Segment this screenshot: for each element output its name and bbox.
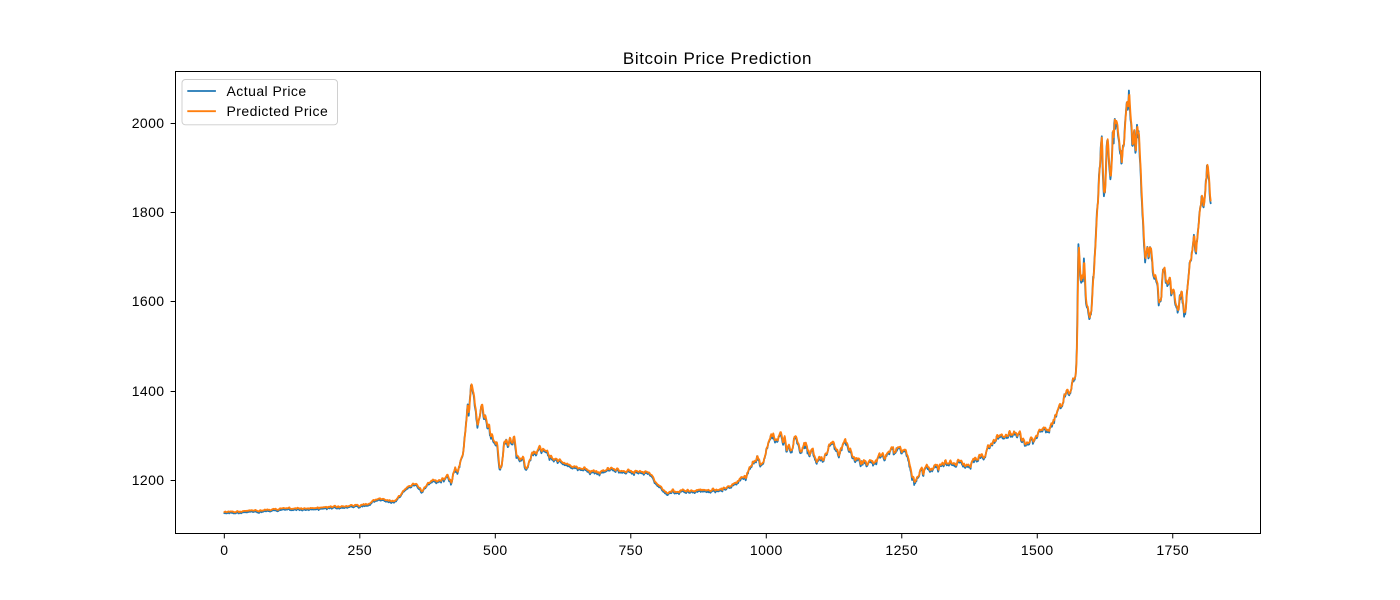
svg-text:1200: 1200 xyxy=(132,472,165,488)
svg-text:1500: 1500 xyxy=(1021,542,1054,558)
svg-text:1250: 1250 xyxy=(885,542,918,558)
svg-text:1750: 1750 xyxy=(1156,542,1189,558)
svg-text:1000: 1000 xyxy=(750,542,783,558)
svg-text:250: 250 xyxy=(348,542,373,558)
svg-text:Bitcoin Price Prediction: Bitcoin Price Prediction xyxy=(623,49,812,68)
svg-text:Actual Price: Actual Price xyxy=(227,83,307,99)
svg-text:Predicted Price: Predicted Price xyxy=(227,103,329,119)
svg-text:1600: 1600 xyxy=(132,293,165,309)
svg-text:2000: 2000 xyxy=(132,115,165,131)
svg-text:1400: 1400 xyxy=(132,383,165,399)
svg-text:1800: 1800 xyxy=(132,204,165,220)
svg-text:750: 750 xyxy=(619,542,644,558)
svg-text:0: 0 xyxy=(220,542,228,558)
svg-text:500: 500 xyxy=(483,542,508,558)
